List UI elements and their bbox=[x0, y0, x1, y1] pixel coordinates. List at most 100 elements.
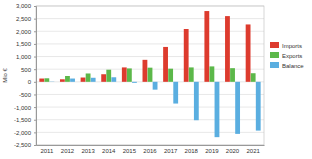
bar bbox=[153, 82, 158, 90]
tick: 2012 bbox=[61, 145, 75, 154]
legend-swatch bbox=[270, 52, 279, 58]
tick-mark bbox=[34, 6, 36, 7]
bar bbox=[81, 78, 86, 82]
legend-label: Exports bbox=[282, 53, 302, 59]
tick-label: 2021 bbox=[246, 148, 260, 154]
tick: 1,500 bbox=[16, 41, 36, 47]
grid bbox=[36, 6, 264, 145]
tick: 2018 bbox=[185, 145, 199, 154]
legend-item: Exports bbox=[270, 52, 302, 59]
bar bbox=[256, 82, 261, 131]
legend-label: Imports bbox=[282, 43, 302, 49]
plot: -2,500 -2,000 -1,500 -1,000 -500 0 500 1,000 1,5… bbox=[14, 3, 265, 154]
tick-label: 2,000 bbox=[16, 29, 32, 35]
tick: -1,000 bbox=[14, 105, 36, 111]
bar bbox=[106, 70, 111, 82]
series bbox=[49, 77, 260, 137]
bar bbox=[204, 11, 209, 82]
tick: 2,000 bbox=[16, 29, 36, 35]
tick-mark bbox=[34, 57, 36, 58]
tick-label: 1,500 bbox=[16, 41, 32, 47]
tick: -500 bbox=[19, 92, 36, 98]
axis-line bbox=[34, 7, 37, 146]
bar bbox=[230, 68, 235, 82]
tick: -1,500 bbox=[14, 117, 36, 123]
tick-label: 2014 bbox=[102, 148, 116, 154]
tick-mark bbox=[34, 82, 36, 83]
tick-label: 0 bbox=[28, 79, 32, 85]
bar bbox=[91, 78, 96, 82]
bar bbox=[194, 82, 199, 120]
tick-label: 2020 bbox=[226, 148, 240, 154]
tick: 1,000 bbox=[16, 54, 36, 60]
tick-mark bbox=[34, 44, 36, 45]
bar bbox=[251, 73, 256, 82]
grid-line bbox=[36, 94, 264, 95]
y-axis-title: Mio € bbox=[2, 68, 8, 83]
chart: -2,500 -2,000 -1,500 -1,000 -500 0 500 1,000 1,5… bbox=[0, 0, 312, 159]
tick: 2019 bbox=[205, 145, 219, 154]
tick-mark bbox=[34, 132, 36, 133]
bar bbox=[111, 77, 116, 82]
legend-label: Balance bbox=[282, 63, 304, 69]
tick-label: 2011 bbox=[40, 148, 54, 154]
tick-mark bbox=[34, 31, 36, 32]
tick-label: -1,000 bbox=[14, 105, 32, 111]
tick-label: 2017 bbox=[164, 148, 178, 154]
tick-label: -500 bbox=[19, 92, 32, 98]
tick-label: -1,500 bbox=[14, 117, 32, 123]
grid-line bbox=[36, 107, 264, 108]
legend-item: Balance bbox=[270, 62, 304, 69]
grid-line bbox=[36, 132, 264, 133]
tick-label: 1,000 bbox=[16, 54, 32, 60]
legend-item: Imports bbox=[270, 42, 302, 49]
legend: Imports Exports Balance bbox=[270, 42, 304, 69]
tick-label: 2013 bbox=[81, 148, 95, 154]
tick-mark bbox=[34, 94, 36, 95]
tick: 0 bbox=[28, 79, 36, 85]
tick: 2013 bbox=[81, 145, 95, 154]
tick-label: -2,500 bbox=[14, 142, 32, 148]
legend-swatch bbox=[270, 42, 279, 48]
frame bbox=[36, 6, 264, 145]
tick: 2017 bbox=[164, 145, 178, 154]
tick-label: 2015 bbox=[123, 148, 137, 154]
bar bbox=[189, 67, 194, 81]
bar bbox=[163, 47, 168, 82]
bar bbox=[173, 82, 178, 104]
bars bbox=[39, 11, 260, 137]
tick-mark bbox=[34, 145, 36, 146]
bar bbox=[246, 24, 251, 81]
series bbox=[44, 66, 255, 81]
series bbox=[39, 11, 250, 82]
x-axis: 2011 2012 2013 2014 2015 2016 2017 2018 2019 2020… bbox=[37, 145, 265, 154]
tick-mark bbox=[34, 69, 36, 70]
tick-mark bbox=[34, 19, 36, 20]
tick-label: 2016 bbox=[143, 148, 157, 154]
bar bbox=[44, 78, 49, 82]
tick-mark bbox=[34, 107, 36, 108]
tick: 2020 bbox=[226, 145, 240, 154]
bar bbox=[209, 66, 214, 81]
bar bbox=[127, 68, 132, 81]
tick: -2,000 bbox=[14, 130, 36, 136]
bar bbox=[86, 73, 91, 81]
bar bbox=[184, 29, 189, 82]
bar bbox=[132, 82, 137, 83]
tick: 3,000 bbox=[16, 3, 36, 9]
tick-label: 2012 bbox=[61, 148, 75, 154]
bar bbox=[122, 67, 127, 81]
bar bbox=[215, 82, 220, 137]
tick-mark bbox=[34, 120, 36, 121]
tick-label: 500 bbox=[21, 67, 32, 73]
tick-label: 3,000 bbox=[16, 3, 32, 9]
axis-line bbox=[37, 145, 265, 146]
tick: -2,500 bbox=[14, 142, 36, 148]
bar bbox=[60, 79, 65, 82]
bar bbox=[70, 79, 75, 82]
grid-line bbox=[36, 145, 264, 146]
tick: 500 bbox=[21, 67, 36, 73]
bar bbox=[168, 69, 173, 82]
tick-label: 2018 bbox=[185, 148, 199, 154]
tick: 2014 bbox=[102, 145, 116, 154]
